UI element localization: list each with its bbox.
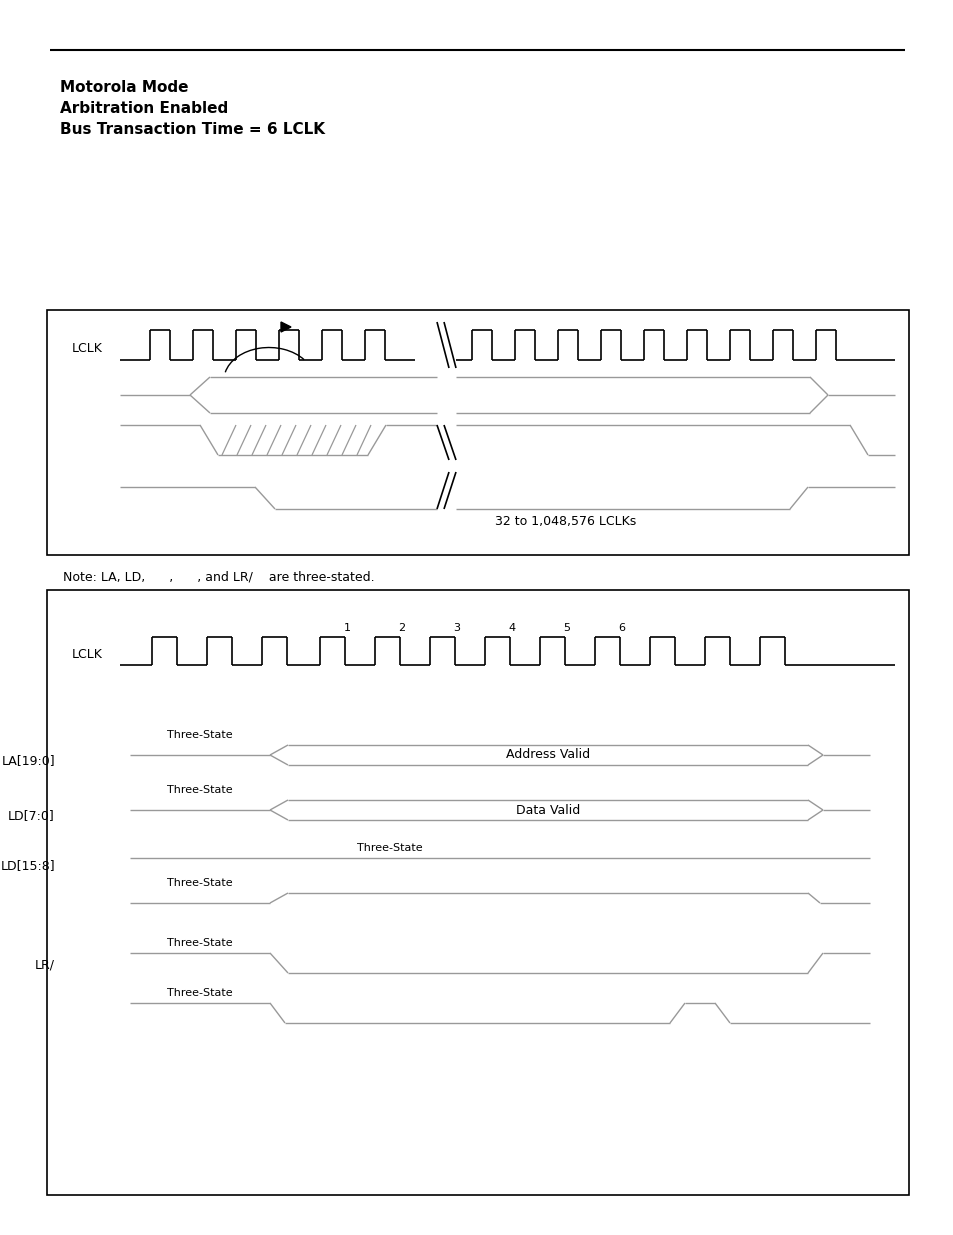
Text: LD[15:8]: LD[15:8] — [0, 860, 55, 872]
Polygon shape — [281, 322, 291, 332]
Text: Three-State: Three-State — [167, 785, 233, 795]
Text: LCLK: LCLK — [71, 342, 103, 354]
Text: LR/: LR/ — [35, 958, 55, 972]
Text: LCLK: LCLK — [71, 648, 103, 662]
Text: Address Valid: Address Valid — [505, 748, 590, 762]
Text: LD[7:0]: LD[7:0] — [9, 809, 55, 823]
Text: LA[19:0]: LA[19:0] — [1, 755, 55, 767]
Text: Three-State: Three-State — [167, 730, 233, 740]
Text: Bus Transaction Time = 6 LCLK: Bus Transaction Time = 6 LCLK — [60, 122, 325, 137]
Text: 3: 3 — [453, 622, 460, 634]
Text: Note: LA, LD,      ,      , and LR/    are three-stated.: Note: LA, LD, , , and LR/ are three-stat… — [63, 571, 375, 583]
Bar — [47, 590, 908, 1195]
Text: 1: 1 — [343, 622, 350, 634]
Text: Data Valid: Data Valid — [516, 804, 579, 816]
Text: 6: 6 — [618, 622, 625, 634]
Text: Three-State: Three-State — [356, 844, 422, 853]
Text: Three-State: Three-State — [167, 878, 233, 888]
Bar — [47, 310, 908, 555]
Text: Three-State: Three-State — [167, 988, 233, 998]
Text: 5: 5 — [563, 622, 570, 634]
Text: 32 to 1,048,576 LCLKs: 32 to 1,048,576 LCLKs — [495, 515, 636, 529]
Text: Three-State: Three-State — [167, 939, 233, 948]
Text: 2: 2 — [398, 622, 405, 634]
Text: Arbitration Enabled: Arbitration Enabled — [60, 101, 228, 116]
Text: 4: 4 — [508, 622, 515, 634]
Text: Motorola Mode: Motorola Mode — [60, 80, 189, 95]
